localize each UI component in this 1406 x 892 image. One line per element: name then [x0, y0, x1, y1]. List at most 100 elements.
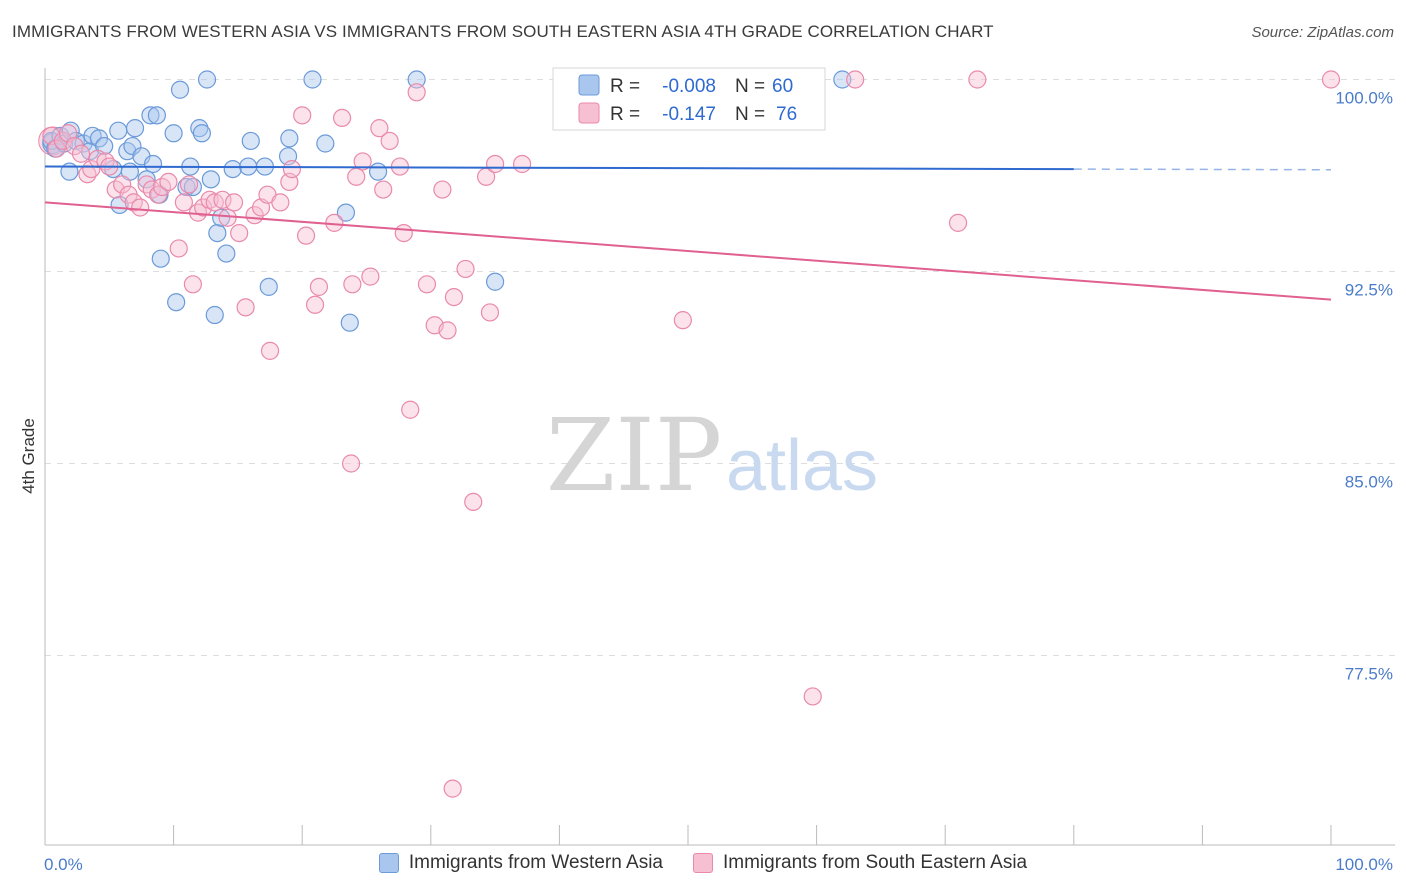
point-western-asia-33 [192, 124, 211, 143]
point-south-eastern-asia-69 [341, 454, 361, 473]
point-south-eastern-asia-50 [361, 267, 380, 286]
point-south-eastern-asia-24 [183, 275, 202, 294]
point-western-asia-22 [143, 154, 163, 174]
point-south-eastern-asia-53 [380, 131, 399, 151]
point-western-asia-38 [212, 208, 231, 227]
point-south-eastern-asia-47 [343, 275, 362, 294]
legend-label-south-eastern-asia: Immigrants from South Eastern Asia [722, 852, 1028, 873]
point-south-eastern-asia-40 [282, 160, 302, 179]
point-western-asia-23 [147, 106, 166, 125]
point-south-eastern-asia-74 [968, 70, 987, 89]
point-south-eastern-asia-51 [370, 119, 389, 138]
legend-label-western-asia: Immigrants from Western Asia [408, 852, 663, 873]
y-tick-label-0: 100.0% [1335, 89, 1393, 108]
point-south-eastern-asia-58 [417, 275, 437, 294]
point-south-eastern-asia-55 [394, 224, 413, 243]
point-south-eastern-asia-66 [480, 303, 500, 322]
point-south-eastern-asia-41 [293, 106, 312, 125]
point-western-asia-13 [109, 121, 128, 140]
watermark-atlas: atlas [726, 426, 878, 506]
point-western-asia-54 [833, 70, 852, 89]
point-south-eastern-asia-70 [673, 311, 692, 330]
correlation-legend: R = -0.008 N = 60 R = -0.147 N = 76 [552, 67, 826, 131]
point-western-asia-17 [123, 136, 142, 156]
point-south-eastern-asia-37 [260, 341, 280, 360]
point-south-eastern-asia-60 [433, 180, 452, 199]
point-south-eastern-asia-5 [71, 144, 91, 163]
point-western-asia-37 [208, 224, 227, 243]
watermark: ZIP atlas [546, 397, 878, 514]
x-tick-label-1: 100.0% [1335, 855, 1393, 874]
point-south-eastern-asia-49 [353, 152, 372, 171]
trend-extension-western-asia [1073, 168, 1332, 171]
legend-r-value-1: -0.008 [662, 76, 716, 97]
legend-swatch-western-asia [378, 853, 399, 873]
axes [44, 68, 1395, 846]
point-south-eastern-asia-16 [137, 175, 156, 194]
series-legend: Immigrants from Western Asia Immigrants … [0, 852, 1406, 874]
trend-line-south-eastern-asia [44, 201, 1332, 301]
legend-r-label-2: R = [610, 104, 640, 125]
watermark-zip: ZIP [546, 397, 722, 514]
point-south-eastern-asia-20 [159, 172, 178, 191]
x-tick-labels: 0.0% 100.0% [44, 855, 1393, 874]
legend-r-label-1: R = [610, 76, 640, 97]
legend-item-western-asia[interactable]: Immigrants from Western Asia [378, 852, 663, 874]
point-western-asia-44 [259, 277, 278, 296]
y-tick-label-1: 92.5% [1345, 281, 1393, 300]
legend-n-value-1: 60 [772, 76, 793, 97]
point-south-eastern-asia-12 [113, 175, 132, 194]
point-western-asia-26 [164, 124, 183, 143]
point-south-eastern-asia-72 [846, 70, 865, 89]
point-western-asia-35 [201, 170, 220, 189]
legend-r-value-2: -0.147 [662, 104, 716, 125]
point-western-asia-15 [118, 142, 137, 161]
point-western-asia-48 [316, 134, 335, 153]
point-south-eastern-asia-48 [347, 167, 366, 186]
point-south-eastern-asia-30 [218, 208, 237, 227]
y-tick-labels: 100.0% 92.5% 85.0% 77.5% [1335, 89, 1393, 684]
legend-swatch-blue [578, 74, 600, 96]
point-western-asia-18 [125, 119, 145, 138]
point-western-asia-34 [197, 70, 217, 89]
legend-swatch-pink [578, 102, 600, 124]
point-western-asia-52 [407, 70, 426, 89]
legend-item-south-eastern-asia[interactable]: Immigrants from South Eastern Asia [692, 852, 1028, 874]
point-south-eastern-asia-33 [236, 298, 255, 317]
chart-source: Source: ZipAtlas.com [1251, 24, 1394, 41]
trend-lines [44, 165, 1332, 301]
point-south-eastern-asia-22 [174, 193, 193, 212]
point-western-asia-53 [486, 272, 505, 291]
point-south-eastern-asia-67 [486, 154, 505, 174]
point-western-asia-46 [280, 129, 299, 148]
point-western-asia-40 [223, 160, 242, 179]
point-south-eastern-asia-46 [332, 108, 352, 128]
point-western-asia-42 [241, 131, 260, 151]
data-points [38, 70, 1341, 798]
legend-n-label-1: N = [735, 76, 765, 97]
point-western-asia-25 [151, 249, 170, 268]
point-western-asia-47 [303, 70, 322, 89]
point-western-asia-4 [61, 121, 80, 140]
point-south-eastern-asia-42 [296, 226, 316, 245]
x-tick-label-0: 0.0% [44, 855, 83, 874]
point-south-eastern-asia-43 [305, 295, 325, 314]
point-south-eastern-asia-7 [82, 160, 101, 179]
y-tick-label-3: 77.5% [1345, 665, 1393, 684]
legend-n-label-2: N = [735, 104, 765, 125]
point-south-eastern-asia-73 [948, 213, 968, 232]
point-south-eastern-asia-27 [200, 190, 219, 209]
chart-title: IMMIGRANTS FROM WESTERN ASIA VS IMMIGRAN… [12, 22, 994, 41]
y-tick-label-2: 85.0% [1345, 473, 1393, 492]
point-south-eastern-asia-68 [513, 154, 532, 174]
point-south-eastern-asia-64 [464, 492, 483, 511]
point-south-eastern-asia-61 [438, 321, 457, 340]
point-south-eastern-asia-52 [374, 180, 393, 199]
point-western-asia-36 [205, 305, 224, 325]
point-south-eastern-asia-15 [131, 198, 150, 217]
point-south-eastern-asia-76 [1321, 70, 1341, 89]
point-south-eastern-asia-23 [179, 175, 199, 194]
point-western-asia-29 [177, 177, 196, 197]
point-western-asia-20 [137, 170, 156, 189]
